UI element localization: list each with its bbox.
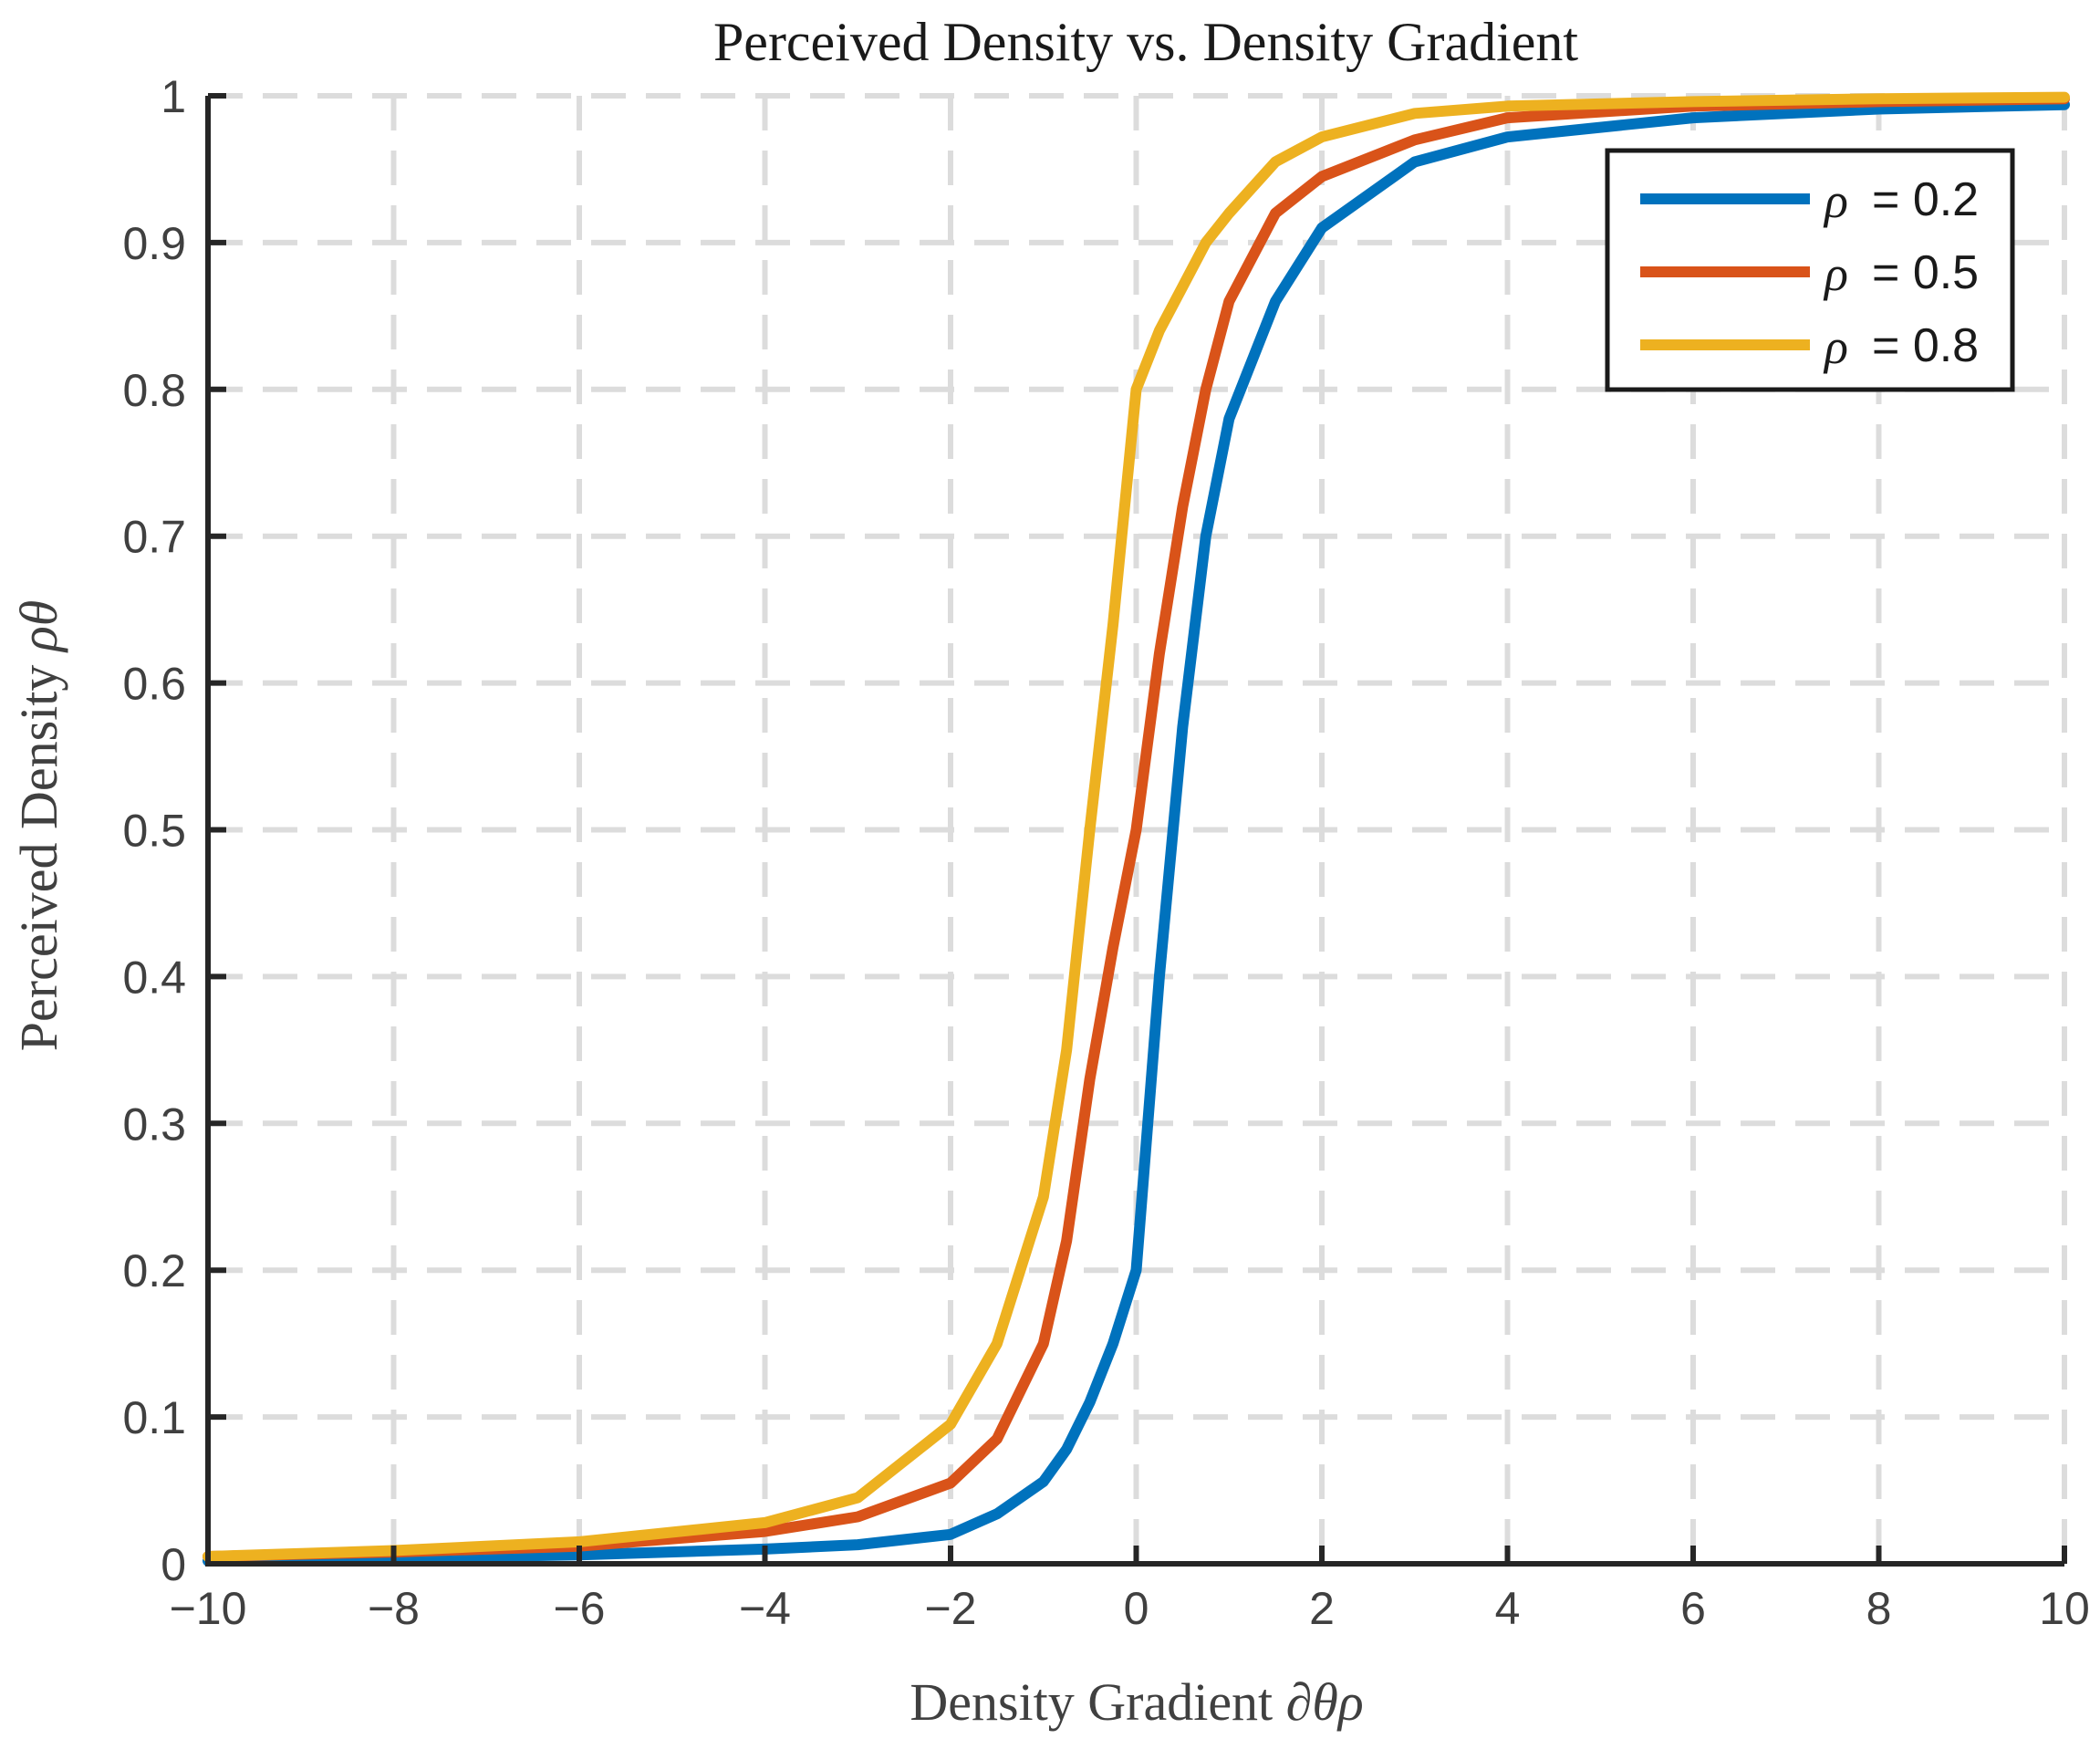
- y-axis-label-text: Perceived Density: [9, 651, 68, 1051]
- legend-symbol-0: ρ: [1823, 173, 1848, 228]
- x-tick-label-6: 2: [1309, 1583, 1335, 1634]
- y-tick-label-0: 0: [161, 1539, 186, 1590]
- legend-symbol-2: ρ: [1823, 319, 1848, 374]
- y-tick-label-6: 0.6: [122, 659, 186, 710]
- axes: [205, 93, 2067, 1567]
- legend-entries: ρ = 0.2 ρ = 0.5 ρ = 0.8: [1640, 173, 1979, 374]
- x-axis-label-text: Density Gradient: [910, 1672, 1285, 1732]
- y-tick-label-1: 0.1: [122, 1392, 186, 1443]
- series-line-0: [203, 99, 2070, 1567]
- x-axis-label-math: ∂θρ: [1286, 1672, 1364, 1732]
- y-tick-label-5: 0.5: [122, 806, 186, 857]
- y-tick-label-2: 0.2: [122, 1245, 186, 1296]
- x-axis-label: Density Gradient ∂θρ: [910, 1672, 1363, 1732]
- legend-label-0: = 0.2: [1872, 173, 1979, 226]
- x-tick-label-1: −8: [368, 1583, 420, 1634]
- y-tick-label-8: 0.8: [122, 365, 186, 416]
- x-tick-label-5: 0: [1124, 1583, 1149, 1634]
- legend-symbol-1: ρ: [1823, 246, 1848, 301]
- y-tick-label-9: 0.9: [122, 218, 186, 269]
- x-tick-label-2: −6: [553, 1583, 605, 1634]
- y-axis-label-math: ρθ: [9, 600, 68, 653]
- tick-labels: −10 −8 −6 −4 −2 0 2 4 6 8 10 0 0.1 0.2 0.3 0.4 0.5 0.6 0.7…: [122, 71, 2089, 1634]
- legend: ρ = 0.2 ρ = 0.5 ρ = 0.8: [1605, 148, 2015, 392]
- series-lines: [203, 91, 2070, 1567]
- x-tick-label-10: 10: [2039, 1583, 2090, 1634]
- x-tick-label-0: −10: [170, 1583, 247, 1634]
- y-axis-label: Perceived Density ρθ: [9, 600, 68, 1051]
- x-tick-label-9: 8: [1866, 1583, 1892, 1634]
- series-line-1: [203, 93, 2070, 1562]
- x-tick-label-3: −4: [739, 1583, 791, 1634]
- x-tick-label-8: 6: [1680, 1583, 1706, 1634]
- y-tick-label-3: 0.3: [122, 1098, 186, 1150]
- y-tick-label-4: 0.4: [122, 952, 186, 1003]
- x-tick-label-7: 4: [1495, 1583, 1521, 1634]
- y-tick-label-7: 0.7: [122, 512, 186, 563]
- legend-label-2: = 0.8: [1872, 319, 1979, 372]
- chart-title: Perceived Density vs. Density Gradient: [713, 12, 1578, 72]
- x-tick-label-4: −2: [924, 1583, 976, 1634]
- legend-label-1: = 0.5: [1872, 246, 1979, 299]
- y-tick-label-10: 1: [161, 71, 186, 122]
- series-line-2: [203, 91, 2070, 1562]
